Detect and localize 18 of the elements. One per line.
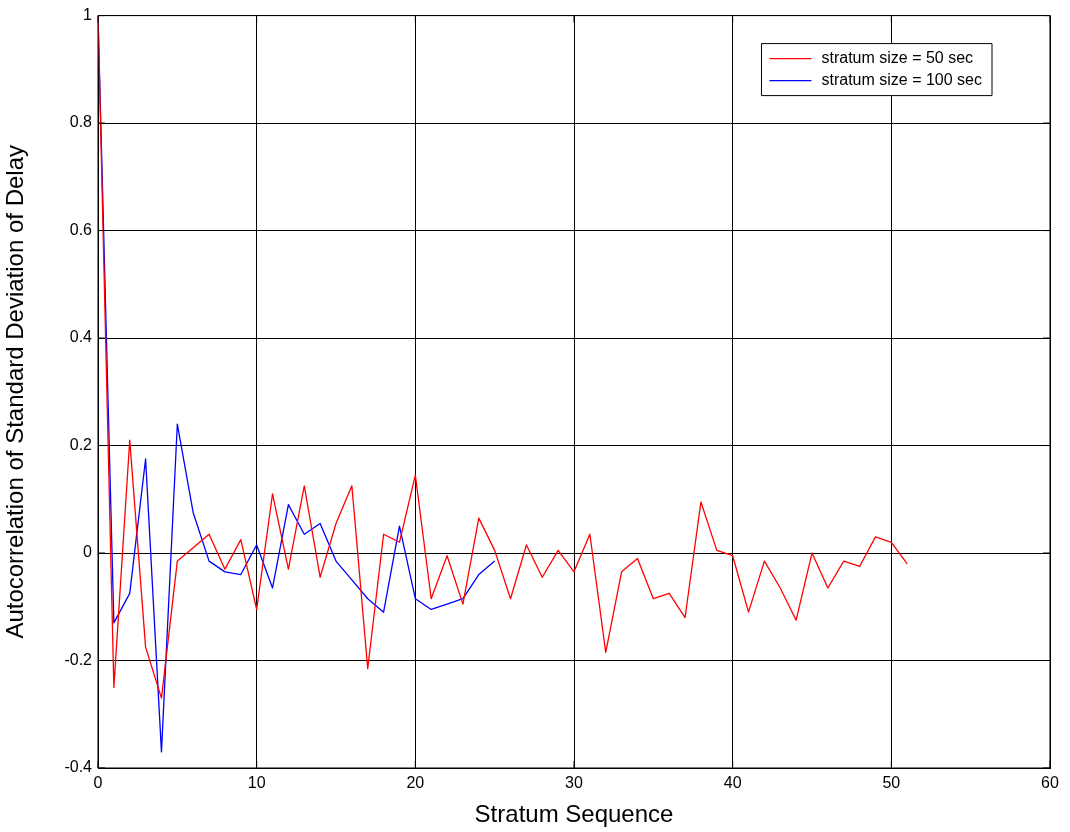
- y-tick-label: -0.2: [64, 650, 93, 668]
- legend-label: stratum size = 100 sec: [821, 71, 982, 89]
- y-axis-title: Autocorrelation of Standard Deviation of Delay: [1, 144, 29, 639]
- x-tick-label: 10: [247, 774, 266, 792]
- x-tick-label: 50: [882, 774, 901, 792]
- legend-label: stratum size = 50 sec: [821, 49, 974, 67]
- y-tick-label: 0: [83, 543, 93, 561]
- x-tick-label: 20: [406, 774, 425, 792]
- x-axis-title: Stratum Sequence: [474, 800, 674, 828]
- y-tick-label: 0.2: [69, 435, 93, 453]
- y-tick-label: 0.8: [69, 113, 93, 131]
- y-tick-label: 0.6: [69, 220, 93, 238]
- y-tick-label: -0.4: [64, 758, 93, 776]
- y-tick-label: 1: [83, 6, 93, 24]
- x-tick-label: 30: [565, 774, 583, 792]
- x-tick-label: 60: [1041, 774, 1059, 792]
- y-tick-label: 0.4: [69, 328, 93, 346]
- x-tick-label: 40: [723, 774, 742, 792]
